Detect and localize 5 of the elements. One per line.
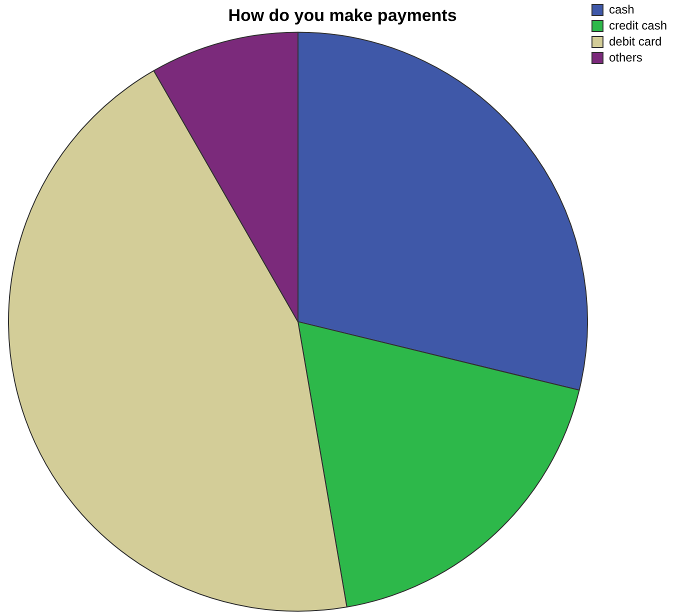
legend-label: credit cash	[608, 18, 668, 32]
chart-title: How do you make payments	[228, 6, 457, 25]
legend-label: cash	[608, 2, 634, 16]
legend-label: others	[608, 50, 642, 64]
legend-label: debit card	[608, 34, 662, 48]
